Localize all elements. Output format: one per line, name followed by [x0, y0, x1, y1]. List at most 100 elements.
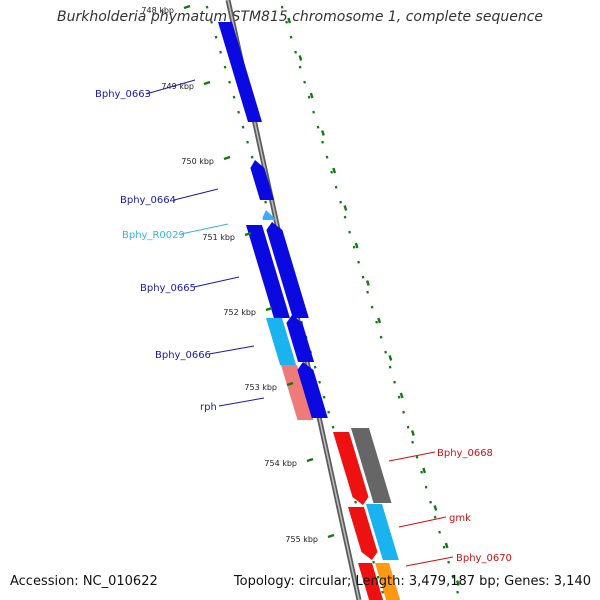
- cds-bphy-0665-left: [246, 225, 290, 318]
- scale-dot: [339, 200, 342, 204]
- gene-leader-line: [388, 451, 436, 462]
- scale-dot: [223, 65, 227, 69]
- inner-tick: [377, 317, 382, 324]
- kbp-tick: [286, 381, 294, 387]
- inner-tick: [399, 392, 404, 399]
- gene-label: Bphy_0664: [120, 195, 176, 206]
- inner-tick: [388, 355, 393, 361]
- kbp-tick: [244, 231, 252, 237]
- scale-dot: [321, 140, 324, 144]
- kbp-tick: [327, 533, 335, 539]
- scale-dot: [451, 575, 455, 579]
- cds-bphy-0670b: [375, 563, 401, 600]
- scale-dot: [285, 20, 288, 24]
- inner-tick: [343, 205, 348, 211]
- inner-tick: [366, 280, 370, 286]
- scale-dot: [370, 305, 374, 309]
- gene-leader-line: [218, 397, 265, 407]
- scale-dot: [210, 20, 213, 24]
- inner-tick: [309, 92, 314, 99]
- cds-gmk: [348, 507, 378, 560]
- inner-tick: [332, 167, 337, 174]
- cds-bphy-0666b: [286, 315, 315, 362]
- gene-label: rph: [200, 402, 217, 413]
- scale-dot: [381, 590, 384, 594]
- scale-dot: [312, 110, 315, 114]
- accession-text: Accession: NC_010622: [10, 574, 158, 589]
- scale-dot: [331, 425, 335, 429]
- kbp-tick: [265, 306, 273, 312]
- scale-dot: [250, 155, 254, 159]
- scale-dot: [420, 470, 423, 474]
- kbp-label: 752 kbp: [223, 308, 256, 317]
- scale-dot: [375, 320, 378, 324]
- kbp-tick: [306, 457, 314, 463]
- scale-dot: [354, 500, 357, 504]
- scale-dot: [232, 95, 236, 99]
- scale-dot: [318, 380, 321, 384]
- kbp-label: 754 kbp: [264, 459, 297, 468]
- gene-label: gmk: [449, 513, 471, 524]
- scale-dot: [322, 395, 326, 399]
- kbp-tick: [203, 80, 211, 86]
- gene-label: Bphy_0668: [437, 448, 493, 459]
- scale-dot: [384, 350, 387, 354]
- scale-dot: [334, 185, 338, 189]
- scale-dot: [241, 125, 245, 129]
- inner-tick: [411, 430, 415, 436]
- kbp-scale: 748 kbp 749 kbp 750 kbp 751 kbp 752 kbp 753 k…: [141, 4, 335, 544]
- scale-dot: [433, 515, 437, 519]
- inner-tick: [422, 467, 427, 474]
- cds-bphy-0668b: [351, 428, 392, 503]
- kbp-tick: [183, 4, 191, 10]
- scale-dot: [316, 125, 320, 129]
- scale-dot: [411, 440, 414, 444]
- kbp-label: 748 kbp: [141, 6, 174, 15]
- gene-label: Bphy_R0029: [122, 230, 185, 241]
- inner-tick: [321, 130, 325, 136]
- map-title: Burkholderia phymatum STM815 chromosome …: [56, 9, 543, 25]
- scale-dot: [406, 425, 410, 429]
- scale-dot: [357, 260, 360, 264]
- scale-dot: [376, 575, 380, 579]
- scale-dot: [415, 455, 419, 459]
- scale-dot: [214, 35, 218, 39]
- cds-rph-partner: [297, 362, 328, 418]
- kbp-label: 753 kbp: [244, 383, 277, 392]
- scale-dot: [402, 410, 405, 414]
- gene-label: Bphy_0663: [95, 89, 151, 100]
- scale-dot: [313, 365, 317, 369]
- inner-scale-dots: [280, 5, 460, 594]
- inner-tick: [354, 242, 359, 249]
- scale-dot: [352, 245, 356, 249]
- scale-dot: [298, 65, 302, 69]
- scale-dot: [348, 230, 351, 234]
- cds-rph: [281, 365, 314, 420]
- cds-bphy-0666: [266, 318, 297, 365]
- scale-dot: [237, 110, 240, 114]
- scale-dot: [393, 380, 396, 384]
- scale-dot: [447, 560, 450, 564]
- gene-leader-line: [193, 276, 240, 288]
- scale-dot: [280, 5, 284, 9]
- inner-tick: [456, 580, 460, 586]
- scale-dot: [264, 200, 267, 204]
- kbp-label: 755 kbp: [285, 535, 318, 544]
- kbp-label: 749 kbp: [161, 82, 194, 91]
- cds-bphy-0664: [250, 160, 274, 200]
- gene-leader-line: [145, 79, 196, 95]
- scale-dot: [429, 500, 432, 504]
- scale-dot: [205, 5, 209, 9]
- scale-dot: [294, 50, 297, 54]
- scale-dot: [456, 590, 459, 594]
- scale-dot: [372, 560, 375, 564]
- inner-tick: [287, 17, 292, 24]
- scale-dot: [325, 155, 329, 159]
- scale-dot: [343, 215, 347, 219]
- gene-label: Bphy_0666: [155, 350, 211, 361]
- scale-dot: [442, 545, 446, 549]
- scale-dot: [289, 35, 293, 39]
- gene-leader-line: [405, 556, 454, 567]
- kbp-label: 750 kbp: [181, 157, 214, 166]
